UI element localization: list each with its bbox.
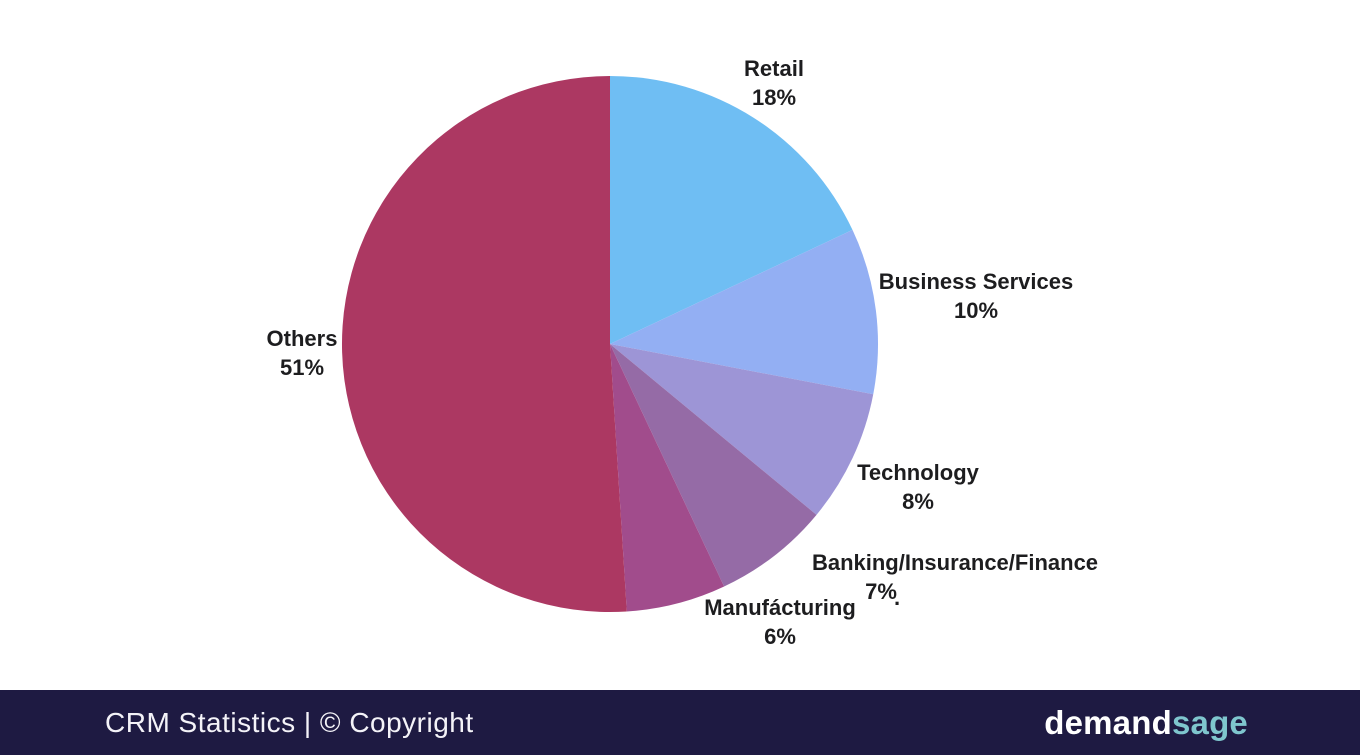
brand-demand-text: demand [1044,703,1172,741]
demandsage-logo: demandsage [1044,704,1248,742]
slice-name: Manufácturing [704,595,856,620]
slice-name: Business Services [878,269,1074,294]
pie-label-others: Others 51% [267,324,338,382]
slice-name: Retail [744,56,804,81]
pie-label-manufacturing: Manufácturing 6% [704,593,856,651]
pie-label-banking-insurance-finance: Banking/Insurance/Finance 7% [812,548,1098,606]
slice-percent: 10% [953,298,999,323]
pie-label-technology: Technology 8% [857,458,979,516]
pie-slice-others [341,76,627,612]
pie-slice-manufacturing [610,344,725,612]
footer-bar: CRM Statistics | © Copyright demandsage [0,690,1360,755]
pie-slice-technology [610,344,874,515]
slice-percent: 51% [279,355,325,380]
pie-slice-banking-insurance-finance [610,344,817,587]
footer-caption: CRM Statistics | © Copyright [105,706,474,738]
slice-name: Others [266,326,338,351]
pie-label-retail: Retail 18% [744,54,804,112]
pie-label-business-services: Business Services 10% [879,267,1073,325]
slice-percent: 7% [865,579,897,604]
pie-slice-business-services [610,229,878,395]
stray-dot-artifact: . [894,585,901,610]
pie-slice-retail [610,76,853,344]
slice-percent: 18% [751,85,797,110]
slice-name: Banking/Insurance/Finance [811,550,1099,575]
brand-sage-text: sage [1171,703,1248,741]
slice-percent: 6% [764,624,796,649]
pie-chart [341,76,878,612]
slice-percent: 8% [902,489,934,514]
slice-name: Technology [857,460,979,485]
